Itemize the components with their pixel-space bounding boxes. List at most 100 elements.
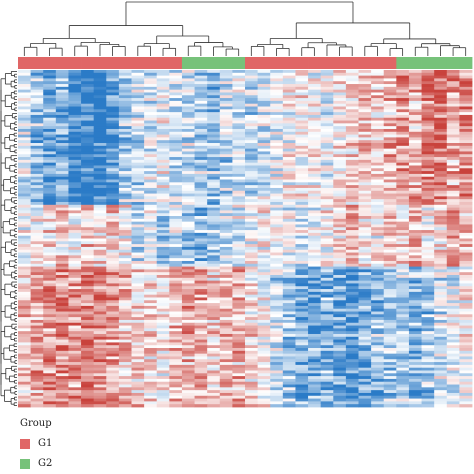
heatmap-cell [358,322,372,326]
heatmap-cell [345,106,359,110]
heatmap-cell [446,185,460,189]
heatmap-cell [434,373,448,377]
heatmap-cell [358,283,372,287]
heatmap-cell [446,311,460,315]
heatmap-cell [245,252,259,256]
heatmap-cell [320,286,334,290]
heatmap-cell [371,241,385,245]
heatmap-cell [194,258,208,262]
heatmap-cell [219,370,233,374]
heatmap-cell [207,148,221,152]
heatmap-cell [118,106,132,110]
heatmap-cell [156,190,170,194]
heatmap-cell [194,294,208,298]
heatmap-cell [320,75,334,79]
heatmap-cell [144,89,158,93]
heatmap-cell [446,241,460,245]
heatmap-cell [245,280,259,284]
heatmap-cell [181,123,195,127]
heatmap-cell [371,331,385,335]
heatmap-cell [282,154,296,158]
heatmap-cell [434,204,448,209]
heatmap-cell [81,333,95,338]
heatmap-cell [93,221,107,225]
heatmap-cell [434,78,448,82]
heatmap-cell [81,140,95,144]
heatmap-cell [308,328,322,332]
heatmap-cell [446,269,460,273]
heatmap-cell [459,260,473,265]
heatmap-cell [18,86,32,91]
heatmap-cell [81,275,95,279]
heatmap-cell [118,339,132,343]
heatmap-cell [308,185,322,189]
heatmap-cell [245,241,259,245]
heatmap-cell [207,157,221,161]
heatmap-cell [144,193,158,197]
heatmap-cell [270,187,284,192]
heatmap-cell [144,311,158,315]
heatmap-cell [81,182,95,186]
heatmap-cell [396,258,410,262]
heatmap-cell [156,182,170,186]
heatmap-cell [257,128,271,133]
heatmap-cell [333,238,347,242]
heatmap-cell [408,353,422,357]
heatmap-cell [30,199,44,203]
heatmap-cell [371,204,385,209]
heatmap-cell [295,249,309,253]
heatmap-cell [421,201,435,206]
heatmap-cell [118,78,132,82]
heatmap-cell [232,263,246,267]
heatmap-cell [434,145,448,150]
heatmap-cell [320,359,334,363]
heatmap-cell [371,114,385,119]
heatmap-cell [421,356,435,360]
heatmap-cell [270,311,284,315]
heatmap-cell [396,269,410,273]
heatmap-cell [55,387,69,391]
heatmap-cell [446,165,460,169]
heatmap-cell [408,387,422,391]
heatmap-cell [18,266,32,270]
heatmap-cell [219,182,233,186]
heatmap-cell [81,221,95,225]
heatmap-cell [383,303,397,307]
heatmap-cell [396,112,410,116]
heatmap-cell [18,390,32,394]
heatmap-cell [81,305,95,310]
heatmap-cell [43,241,57,245]
heatmap-cell [408,275,422,279]
heatmap-cell [333,165,347,169]
heatmap-cell [245,70,259,74]
heatmap-cell [181,359,195,363]
heatmap-cell [295,168,309,172]
heatmap-cell [320,353,334,357]
heatmap-cell [131,359,145,363]
heatmap-cell [68,370,82,374]
heatmap-cell [320,230,334,234]
heatmap-cell [446,353,460,357]
heatmap-cell [295,277,309,282]
heatmap-cell [194,187,208,192]
heatmap-cell [358,70,372,74]
heatmap-cell [30,249,44,253]
heatmap-cell [282,126,296,130]
heatmap-cell [383,272,397,276]
heatmap-cell [446,190,460,194]
heatmap-cell [459,154,473,158]
heatmap-cell [320,300,334,304]
heatmap-cell [308,246,322,251]
heatmap-cell [30,103,44,107]
heatmap-cell [43,333,57,338]
heatmap-cell [219,204,233,209]
heatmap-cell [55,277,69,282]
heatmap-cell [81,224,95,228]
heatmap-cell [421,196,435,200]
heatmap-cell [207,258,221,262]
heatmap-cell [408,317,422,321]
heatmap-cell [55,84,69,88]
heatmap-cell [434,364,448,369]
heatmap-cell [156,210,170,214]
heatmap-cell [446,162,460,166]
